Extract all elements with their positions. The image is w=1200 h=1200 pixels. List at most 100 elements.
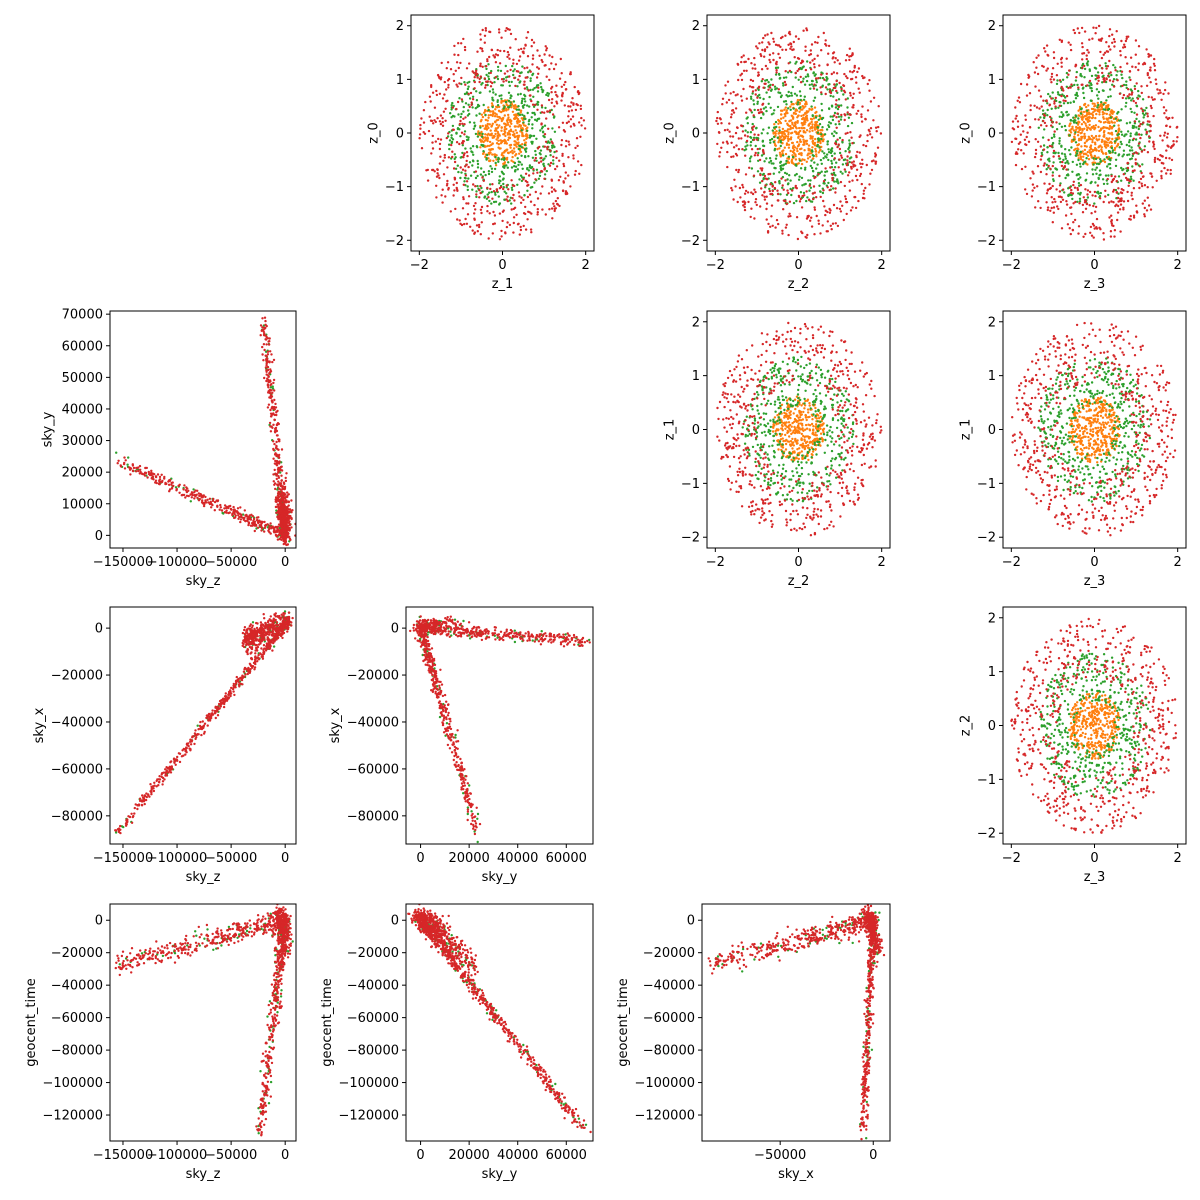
scatter-point	[1043, 182, 1046, 185]
scatter-point	[799, 167, 803, 170]
scatter-point	[1097, 97, 1100, 100]
scatter-point	[830, 72, 833, 76]
y-tick-label: 1	[988, 73, 996, 88]
scatter-point	[1055, 168, 1059, 171]
scatter-point	[749, 109, 752, 112]
scatter-point	[531, 103, 535, 106]
scatter-point	[1028, 92, 1032, 95]
scatter-point	[730, 155, 733, 159]
scatter-point	[797, 136, 800, 139]
scatter-point	[740, 60, 743, 64]
scatter-point	[1042, 164, 1046, 167]
scatter-point	[762, 107, 766, 110]
scatter-point	[496, 104, 500, 107]
scatter-point	[551, 55, 554, 59]
scatter-point	[778, 77, 781, 80]
scatter-point	[535, 84, 539, 87]
scatter-point	[1118, 208, 1122, 211]
scatter-point	[1053, 197, 1056, 201]
scatter-point	[1095, 162, 1099, 165]
scatter-point	[461, 144, 464, 147]
scatter-point	[449, 112, 452, 115]
scatter-point	[468, 80, 471, 84]
scatter-point	[1168, 157, 1171, 160]
scatter-point	[1083, 141, 1087, 145]
scatter-point	[1117, 175, 1121, 178]
scatter-point	[1034, 206, 1037, 209]
scatter-point	[860, 182, 863, 186]
scatter-point	[808, 122, 812, 125]
scatter-point	[1117, 136, 1120, 139]
scatter-point	[1048, 144, 1052, 148]
scatter-point	[1058, 184, 1062, 187]
scatter-point	[452, 194, 455, 197]
scatter-point	[810, 83, 814, 86]
scatter-point	[1100, 127, 1103, 130]
scatter-point	[790, 91, 793, 95]
scatter-point	[1130, 146, 1133, 149]
scatter-point	[840, 154, 843, 157]
scatter-point	[1141, 163, 1144, 166]
scatter-point	[522, 106, 525, 109]
scatter-point	[814, 431, 817, 434]
scatter-point	[546, 145, 549, 149]
scatter-point	[818, 122, 822, 126]
scatter-point	[762, 172, 765, 176]
scatter-point	[1075, 128, 1078, 131]
scatter-point	[548, 109, 552, 112]
scatter-point	[1099, 160, 1102, 163]
scatter-point	[726, 80, 730, 83]
scatter-point	[526, 189, 529, 192]
scatter-point	[1045, 124, 1048, 128]
scatter-point	[1164, 156, 1168, 160]
scatter-point	[569, 71, 572, 74]
scatter-point	[803, 446, 807, 450]
scatter-point	[430, 152, 433, 155]
scatter-point	[510, 94, 513, 98]
scatter-point	[828, 121, 831, 124]
scatter-point	[821, 126, 824, 129]
scatter-point	[1064, 96, 1067, 99]
scatter-point	[1099, 158, 1102, 161]
scatter-point	[856, 70, 859, 74]
scatter-point	[1039, 95, 1043, 98]
scatter-point	[823, 152, 826, 155]
scatter-point	[507, 188, 510, 191]
scatter-point	[1022, 130, 1025, 133]
scatter-point	[1052, 78, 1056, 81]
scatter-point	[531, 72, 535, 76]
scatter-point	[824, 92, 827, 96]
scatter-point	[1111, 149, 1115, 152]
scatter-point	[1030, 195, 1034, 198]
scatter-point	[766, 46, 769, 49]
scatter-point	[837, 166, 840, 169]
scatter-point	[430, 85, 433, 89]
scatter-point	[1146, 196, 1150, 199]
scatter-point	[504, 134, 507, 138]
scatter-point	[1071, 160, 1075, 164]
scatter-point	[1108, 141, 1111, 144]
scatter-point	[796, 439, 799, 442]
scatter-point	[466, 213, 470, 216]
scatter-point	[791, 155, 795, 159]
scatter-point	[813, 124, 817, 128]
scatter-point	[755, 45, 758, 48]
scatter-point	[757, 71, 760, 74]
scatter-point	[777, 448, 780, 451]
scatter-point	[778, 126, 781, 129]
scatter-point	[1076, 149, 1079, 153]
scatter-point	[852, 103, 855, 107]
scatter-point	[808, 130, 811, 133]
scatter-point	[877, 105, 880, 108]
scatter-point	[1039, 158, 1043, 161]
scatter-point	[540, 160, 543, 163]
scatter-point	[580, 116, 583, 120]
scatter-point	[1132, 214, 1136, 217]
scatter-point	[1078, 105, 1082, 109]
scatter-point	[479, 233, 482, 236]
scatter-point	[796, 116, 799, 119]
scatter-point	[767, 41, 770, 44]
scatter-point	[490, 190, 493, 194]
scatter-point	[781, 429, 784, 432]
scatter-point	[768, 95, 771, 99]
